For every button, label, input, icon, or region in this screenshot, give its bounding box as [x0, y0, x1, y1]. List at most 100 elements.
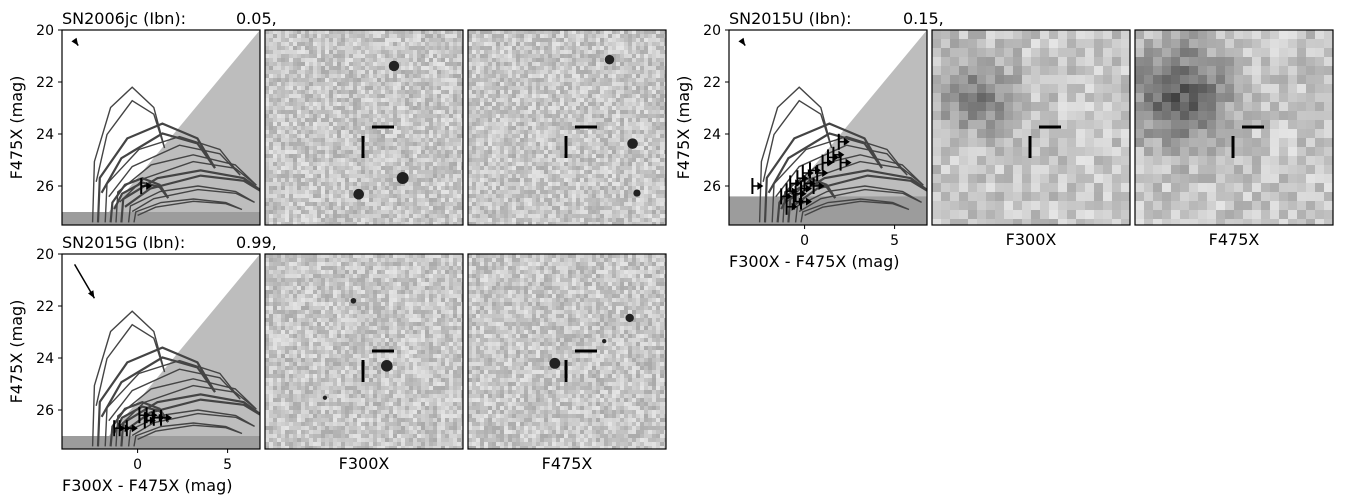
- image-pixel: [524, 194, 528, 198]
- image-pixel: [592, 94, 596, 98]
- image-pixel: [628, 46, 632, 50]
- image-pixel: [512, 170, 516, 174]
- image-pixel: [301, 54, 305, 58]
- image-pixel: [608, 178, 612, 182]
- image-pixel: [484, 174, 488, 178]
- image-pixel: [421, 198, 425, 202]
- image-pixel: [337, 206, 341, 210]
- image-pixel: [433, 30, 437, 34]
- image-pixel: [337, 74, 341, 78]
- image-pixel: [357, 134, 361, 138]
- image-pixel: [441, 38, 445, 42]
- image-pixel: [317, 58, 321, 62]
- image-pixel: [624, 150, 628, 154]
- image-pixel: [660, 194, 664, 198]
- image-pixel: [616, 114, 620, 118]
- image-pixel: [468, 122, 472, 126]
- image-pixel: [640, 170, 644, 174]
- image-pixel: [648, 118, 652, 122]
- image-pixel: [532, 66, 536, 70]
- limit-band: [62, 212, 260, 225]
- image-pixel: [488, 130, 492, 134]
- image-pixel: [628, 34, 632, 38]
- image-pixel: [568, 34, 572, 38]
- image-pixel: [476, 206, 480, 210]
- image-pixel: [321, 118, 325, 122]
- image-pixel: [640, 134, 644, 138]
- image-pixel: [289, 198, 293, 202]
- image-pixel: [484, 198, 488, 202]
- image-pixel: [564, 38, 568, 42]
- image-pixel: [321, 30, 325, 34]
- image-pixel: [640, 122, 644, 126]
- image-pixel: [660, 114, 664, 118]
- image-pixel: [488, 178, 492, 182]
- image-pixel: [548, 190, 552, 194]
- image-pixel: [285, 46, 289, 50]
- image-pixel: [377, 78, 381, 82]
- image-pixel: [516, 178, 520, 182]
- image-pixel: [437, 150, 441, 154]
- image-pixel: [524, 182, 528, 186]
- image-pixel: [457, 30, 461, 34]
- image-pixel: [480, 102, 484, 106]
- image-pixel: [321, 42, 325, 46]
- image-pixel: [453, 150, 457, 154]
- image-pixel: [265, 190, 269, 194]
- image-pixel: [484, 58, 488, 62]
- image-pixel: [580, 202, 584, 206]
- image-pixel: [277, 118, 281, 122]
- image-pixel: [389, 38, 393, 42]
- image-pixel: [468, 30, 472, 34]
- image-pixel: [333, 30, 337, 34]
- image-pixel: [285, 154, 289, 158]
- image-pixel: [616, 118, 620, 122]
- image-pixel: [468, 74, 472, 78]
- image-pixel: [417, 70, 421, 74]
- image-pixel: [405, 218, 409, 222]
- image-pixel: [656, 94, 660, 98]
- image-pixel: [508, 150, 512, 154]
- image-pixel: [580, 62, 584, 66]
- image-pixel: [445, 98, 449, 102]
- image-pixel: [345, 90, 349, 94]
- image-pixel: [556, 90, 560, 94]
- image-pixel: [337, 122, 341, 126]
- image-pixel: [516, 38, 520, 42]
- image-pixel: [429, 94, 433, 98]
- image-pixel: [313, 126, 317, 130]
- image-pixel: [628, 126, 632, 130]
- image-pixel: [584, 210, 588, 214]
- image-pixel: [333, 74, 337, 78]
- image-pixel: [608, 66, 612, 70]
- image-pixel: [449, 58, 453, 62]
- image-pixel: [660, 162, 664, 166]
- image-pixel: [536, 194, 540, 198]
- image-pixel: [409, 154, 413, 158]
- image-pixel: [588, 182, 592, 186]
- image-pixel: [512, 106, 516, 110]
- image-pixel: [405, 42, 409, 46]
- image-pixel: [588, 154, 592, 158]
- image-pixel: [472, 66, 476, 70]
- image-pixel: [580, 166, 584, 170]
- image-pixel: [480, 46, 484, 50]
- image-pixel: [277, 134, 281, 138]
- image-pixel: [644, 170, 648, 174]
- image-pixel: [540, 134, 544, 138]
- image-pixel: [457, 78, 461, 82]
- image-pixel: [472, 210, 476, 214]
- image-pixel: [640, 74, 644, 78]
- image-pixel: [281, 78, 285, 82]
- image-pixel: [644, 202, 648, 206]
- image-pixel: [285, 138, 289, 142]
- image-pixel: [293, 46, 297, 50]
- image-pixel: [321, 214, 325, 218]
- image-pixel: [453, 30, 457, 34]
- image-pixel: [361, 42, 365, 46]
- image-pixel: [648, 126, 652, 130]
- image-pixel: [516, 66, 520, 70]
- image-pixel: [385, 134, 389, 138]
- image-pixel: [532, 138, 536, 142]
- image-pixel: [409, 118, 413, 122]
